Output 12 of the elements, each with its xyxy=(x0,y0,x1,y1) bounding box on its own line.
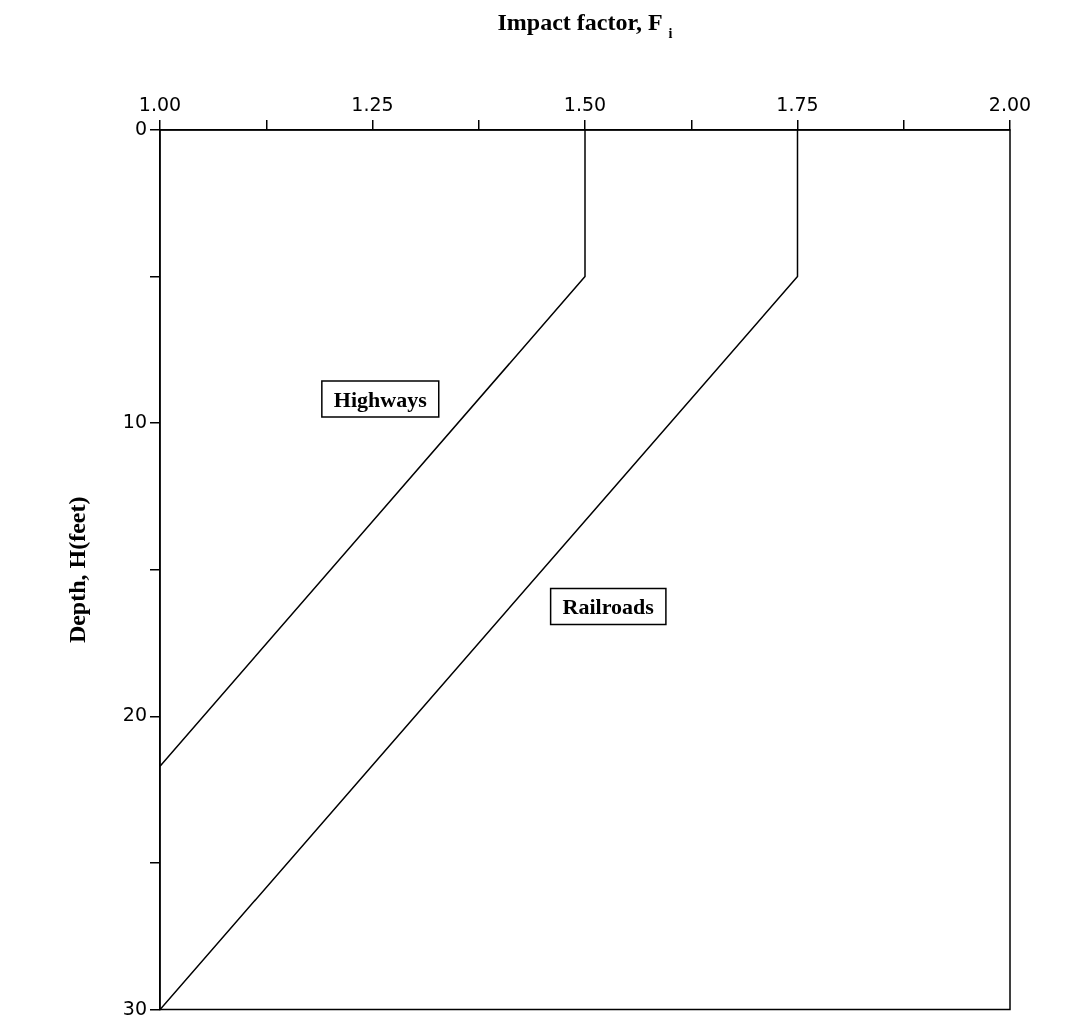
y-tick-label: 30 xyxy=(122,996,147,1019)
x-tick-label: 1.75 xyxy=(776,92,819,115)
x-tick-label: 1.00 xyxy=(138,92,182,115)
x-tick-label: 1.50 xyxy=(563,92,607,115)
x-tick-label: 2.00 xyxy=(988,92,1032,115)
y-tick-label: 20 xyxy=(122,703,147,726)
y-tick-label: 10 xyxy=(122,410,147,433)
y-tick-label: 0 xyxy=(134,116,147,139)
series-label: Highways xyxy=(333,387,428,413)
y-axis-title: Depth, H(feet) xyxy=(64,496,90,644)
x-tick-label: 1.25 xyxy=(351,92,394,115)
series-label: Railroads xyxy=(562,594,655,620)
